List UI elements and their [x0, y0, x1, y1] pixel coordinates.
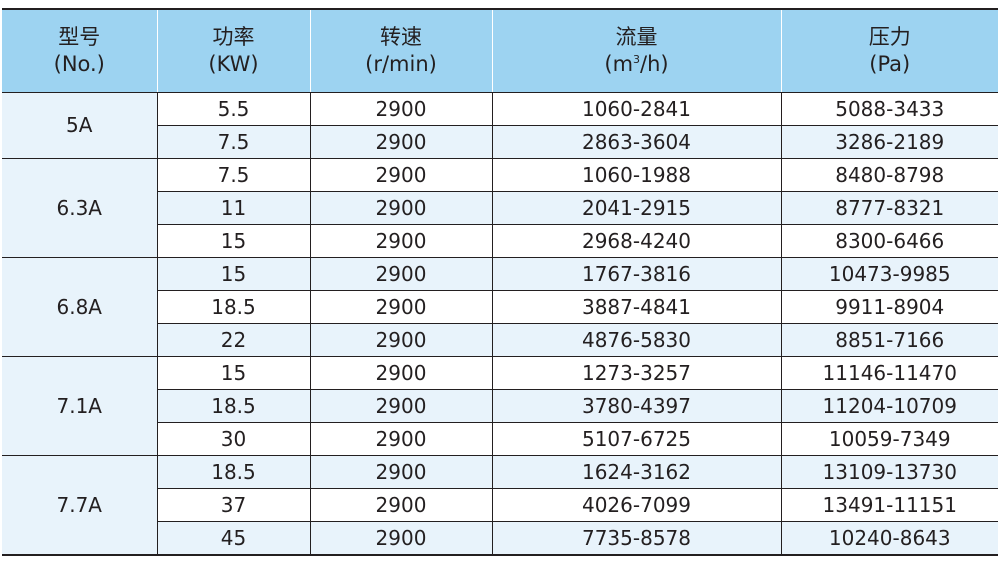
header-speed-cn: 转速: [380, 24, 422, 49]
power-cell: 45: [156, 520, 310, 556]
table-row: 45 2900 7735-8578 10240-8643: [2, 520, 998, 556]
header-pressure-en: (Pa): [869, 51, 911, 76]
pressure-cell: 10473-9985: [780, 256, 998, 290]
power-cell: 18.5: [156, 388, 310, 422]
power-cell: 11: [156, 190, 310, 224]
pressure-cell: 8300-6466: [780, 223, 998, 257]
speed-cell: 2900: [309, 355, 492, 389]
table-row: 7.7A 18.5 2900 1624-3162 13109-13730: [2, 454, 998, 556]
header-power-en: (KW): [208, 51, 259, 76]
fan-spec-table: 型号 (No.) 功率 (KW) 转速 (r/min) 流量 (m3/h) 压力…: [2, 8, 998, 556]
pressure-cell: 8480-8798: [780, 157, 998, 191]
table-row: 7.5 2900 2863-3604 3286-2189: [2, 124, 998, 158]
header-model-cn: 型号: [58, 24, 101, 49]
power-cell: 15: [156, 256, 310, 290]
power-cell: 7.5: [156, 157, 310, 191]
power-cell: 30: [156, 421, 310, 455]
power-cell: 22: [156, 322, 310, 356]
power-cell: 15: [156, 355, 310, 389]
header-power-cn: 功率: [212, 24, 255, 49]
header-flow-cn: 流量: [615, 24, 658, 49]
speed-cell: 2900: [309, 190, 492, 224]
power-cell: 7.5: [156, 124, 310, 158]
pressure-cell: 11146-11470: [780, 355, 998, 389]
pressure-cell: 10059-7349: [780, 421, 998, 455]
model-cell: 7.1A: [2, 355, 157, 455]
power-cell: 18.5: [156, 289, 310, 323]
header-pressure: 压力 (Pa): [780, 8, 998, 93]
table-row: 37 2900 4026-7099 13491-11151: [2, 487, 998, 521]
table-row: 18.5 2900 3780-4397 11204-10709: [2, 388, 998, 422]
flow-cell: 3780-4397: [491, 388, 781, 422]
flow-cell: 1060-1988: [491, 157, 781, 191]
header-model-en: (No.): [53, 51, 105, 76]
speed-cell: 2900: [309, 322, 492, 356]
flow-cell: 1767-3816: [491, 256, 781, 290]
pressure-cell: 11204-10709: [780, 388, 998, 422]
pressure-cell: 3286-2189: [780, 124, 998, 158]
table-row: 18.5 2900 3887-4841 9911-8904: [2, 289, 998, 323]
pressure-cell: 13109-13730: [780, 454, 998, 488]
table-row: 15 2900 2968-4240 8300-6466: [2, 223, 998, 257]
flow-cell: 1624-3162: [491, 454, 781, 488]
header-flow-unit-pre: (m: [604, 51, 634, 76]
speed-cell: 2900: [309, 289, 492, 323]
header-model: 型号 (No.): [2, 8, 157, 93]
header-row: 型号 (No.) 功率 (KW) 转速 (r/min) 流量 (m3/h) 压力…: [2, 8, 998, 93]
header-power: 功率 (KW): [156, 8, 310, 93]
speed-cell: 2900: [309, 388, 492, 422]
speed-cell: 2900: [309, 223, 492, 257]
header-flow-unit-post: /h): [640, 51, 669, 76]
table-row: 11 2900 2041-2915 8777-8321: [2, 190, 998, 224]
flow-cell: 2863-3604: [491, 124, 781, 158]
table-row: 7.1A 15 2900 1273-3257 11146-11470: [2, 355, 998, 455]
header-flow-en: (m3/h): [493, 51, 781, 78]
speed-cell: 2900: [309, 520, 492, 556]
flow-cell: 2041-2915: [491, 190, 781, 224]
flow-cell: 1273-3257: [491, 355, 781, 389]
speed-cell: 2900: [309, 421, 492, 455]
pressure-cell: 8777-8321: [780, 190, 998, 224]
power-cell: 37: [156, 487, 310, 521]
power-cell: 15: [156, 223, 310, 257]
speed-cell: 2900: [309, 487, 492, 521]
table-row: 6.3A 7.5 2900 1060-1988 8480-8798: [2, 157, 998, 257]
model-cell: 5A: [2, 91, 157, 158]
header-pressure-cn: 压力: [868, 24, 911, 49]
speed-cell: 2900: [309, 454, 492, 488]
flow-cell: 3887-4841: [491, 289, 781, 323]
flow-cell: 2968-4240: [491, 223, 781, 257]
header-flow: 流量 (m3/h): [491, 8, 781, 93]
flow-cell: 1060-2841: [491, 91, 781, 125]
pressure-cell: 9911-8904: [780, 289, 998, 323]
header-flow-unit-sup: 3: [633, 52, 641, 66]
power-cell: 18.5: [156, 454, 310, 488]
model-cell: 6.3A: [2, 157, 157, 257]
speed-cell: 2900: [309, 157, 492, 191]
flow-cell: 7735-8578: [491, 520, 781, 556]
speed-cell: 2900: [309, 256, 492, 290]
table-row: 6.8A 15 2900 1767-3816 10473-9985: [2, 256, 998, 356]
speed-cell: 2900: [309, 91, 492, 125]
flow-cell: 4026-7099: [491, 487, 781, 521]
pressure-cell: 8851-7166: [780, 322, 998, 356]
pressure-cell: 10240-8643: [780, 520, 998, 556]
model-cell: 7.7A: [2, 454, 157, 556]
header-speed-en: (r/min): [365, 51, 437, 76]
header-speed: 转速 (r/min): [309, 8, 492, 93]
pressure-cell: 5088-3433: [780, 91, 998, 125]
power-cell: 5.5: [156, 91, 310, 125]
pressure-cell: 13491-11151: [780, 487, 998, 521]
table-row: 5A 5.5 2900 1060-2841 5088-3433: [2, 91, 998, 158]
speed-cell: 2900: [309, 124, 492, 158]
flow-cell: 4876-5830: [491, 322, 781, 356]
table-row: 30 2900 5107-6725 10059-7349: [2, 421, 998, 455]
model-cell: 6.8A: [2, 256, 157, 356]
table-row: 22 2900 4876-5830 8851-7166: [2, 322, 998, 356]
flow-cell: 5107-6725: [491, 421, 781, 455]
